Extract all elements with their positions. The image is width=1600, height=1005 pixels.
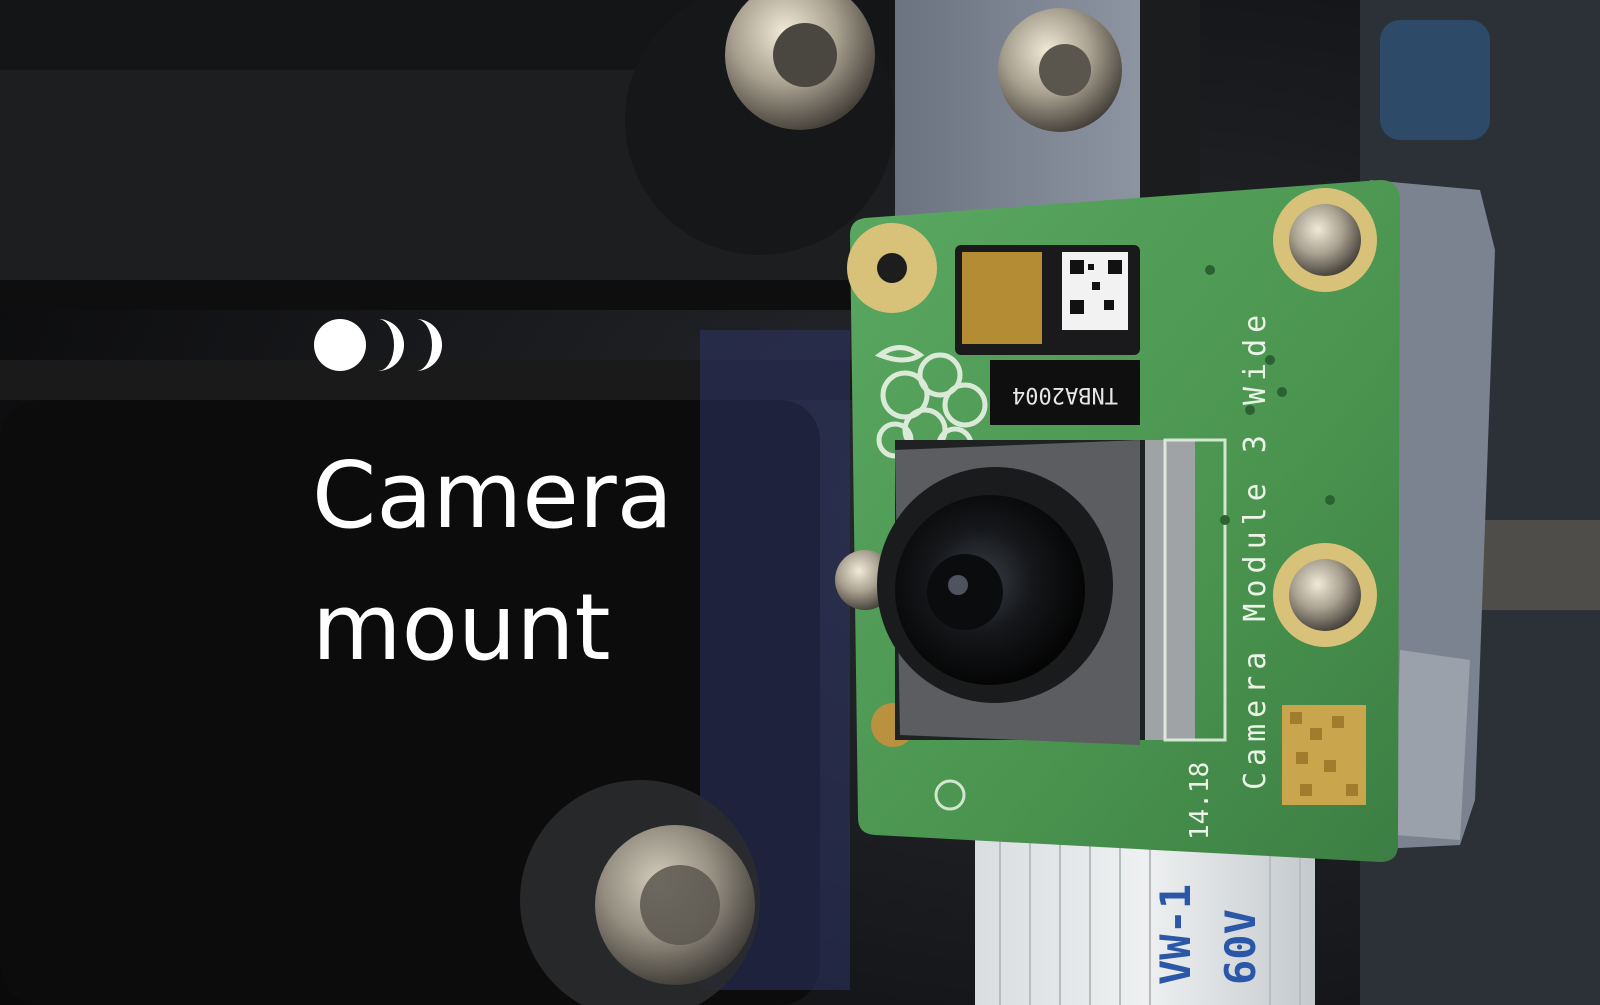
cable-text-60v: 60V bbox=[1216, 909, 1265, 985]
board-model-text: Camera Module 3 Wide bbox=[1238, 309, 1273, 790]
title-line-1: Camera bbox=[312, 442, 674, 549]
board-rev-text: 14.18 bbox=[1185, 762, 1215, 840]
page-title: Camera mount bbox=[312, 430, 673, 694]
board-serial-text: TNBA2004 bbox=[1012, 382, 1118, 407]
title-line-2: mount bbox=[312, 574, 611, 681]
concentric-arcs-logo-icon bbox=[314, 319, 442, 371]
cable-text-vw: VW-1 bbox=[1151, 884, 1200, 985]
